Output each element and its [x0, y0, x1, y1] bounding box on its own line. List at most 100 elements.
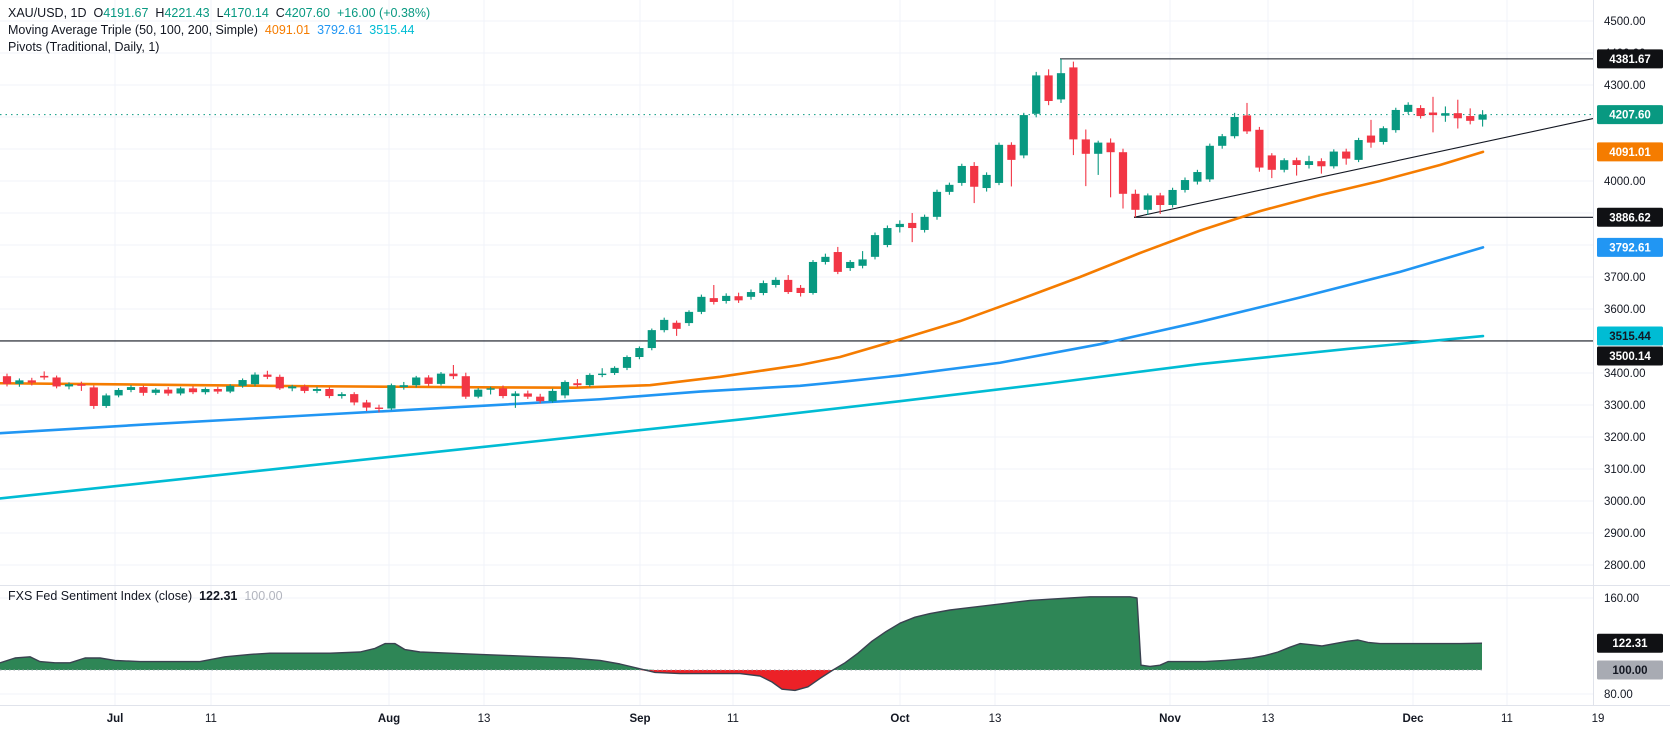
candle-body	[399, 385, 408, 388]
sentiment-fill-positive	[0, 596, 1482, 670]
svg-text:Nov: Nov	[1159, 713, 1181, 725]
candle-body	[486, 388, 495, 390]
candle-body	[1180, 180, 1190, 190]
candle-body	[759, 283, 768, 293]
candle-body	[1317, 161, 1326, 167]
candle-body	[1032, 75, 1041, 114]
candle-body	[957, 165, 966, 183]
candle-body	[858, 259, 867, 266]
candle-body	[1366, 135, 1376, 143]
candle-body	[424, 377, 433, 384]
ma100-value: 3792.61	[317, 23, 363, 37]
candle-body	[1453, 113, 1462, 119]
open-value: 4191.67	[103, 6, 149, 20]
candle-body	[1131, 193, 1140, 210]
candle-body	[1292, 160, 1301, 165]
candle-body	[362, 402, 371, 408]
price-scale[interactable]: 4500.004400.004300.004200.004100.004000.…	[1597, 16, 1663, 701]
sentiment-label[interactable]: FXS Fed Sentiment Index (close)	[8, 589, 193, 603]
candle-body	[536, 396, 545, 402]
price-badge	[1597, 105, 1663, 125]
price-badge	[1597, 346, 1663, 366]
candle-body	[548, 390, 557, 402]
candle-body	[610, 367, 619, 373]
candle-body	[40, 375, 49, 378]
candle-body	[176, 388, 185, 394]
candle-body	[598, 373, 607, 376]
candle-body	[89, 387, 98, 406]
candle-body	[1379, 128, 1388, 142]
candle-body	[1094, 142, 1103, 154]
candle-body	[1118, 152, 1128, 194]
candle-body	[1342, 151, 1351, 159]
svg-text:13: 13	[1262, 713, 1275, 725]
svg-text:19: 19	[1592, 713, 1605, 725]
candle-body	[151, 389, 160, 393]
svg-text:4207.60: 4207.60	[1609, 110, 1651, 122]
candle-body	[1280, 160, 1289, 170]
svg-text:4000.00: 4000.00	[1604, 176, 1646, 188]
candle-body	[288, 386, 297, 389]
candle-body	[709, 298, 718, 302]
candle-body	[436, 373, 446, 384]
svg-text:Jul: Jul	[107, 713, 124, 725]
candle-body	[1044, 75, 1053, 101]
svg-text:4300.00: 4300.00	[1604, 80, 1646, 92]
candle-body	[226, 385, 235, 392]
candle-body	[1156, 195, 1165, 205]
svg-text:3700.00: 3700.00	[1604, 272, 1646, 284]
candle-body	[734, 296, 743, 301]
sentiment-value: 122.31	[199, 589, 238, 603]
candle-body	[201, 389, 210, 393]
candle-body	[1230, 117, 1239, 137]
candle-body	[870, 235, 880, 257]
sentiment-badge	[1597, 633, 1663, 653]
candle-body	[1081, 139, 1090, 154]
candle-body	[808, 261, 818, 293]
svg-text:3500.14: 3500.14	[1609, 351, 1651, 363]
candle-body	[1391, 109, 1400, 131]
sentiment-legend: FXS Fed Sentiment Index (close) 122.31 100…	[8, 589, 283, 603]
trend-line	[1133, 118, 1594, 218]
open-label: O	[93, 6, 104, 20]
svg-text:3200.00: 3200.00	[1604, 432, 1646, 444]
pivots-indicator-label[interactable]: Pivots (Traditional, Daily, 1)	[8, 40, 160, 54]
candle-body	[474, 389, 483, 397]
svg-text:Dec: Dec	[1402, 713, 1424, 725]
candle-body	[139, 387, 148, 393]
candle-body	[1106, 142, 1115, 153]
svg-text:Sep: Sep	[629, 713, 650, 725]
candle-body	[1242, 115, 1252, 132]
candle-body	[337, 394, 346, 397]
candle-body	[1466, 116, 1475, 121]
time-axis[interactable]: Jul 11 Aug 13 Sep 11 Oct 13 Nov 13 Dec 11 19	[107, 713, 1605, 725]
candle-body	[77, 384, 86, 386]
pivot-lines	[0, 58, 1593, 342]
symbol-row: XAU/USD, 1D O4191.67 H4221.43 L4170.14 C4207…	[8, 5, 430, 22]
ma-line-50	[0, 150, 1485, 390]
ma50-value: 4091.01	[264, 23, 311, 37]
ma-indicator-label[interactable]: Moving Average Triple (50, 100, 200, Sim…	[8, 23, 258, 37]
candle-body	[188, 388, 198, 393]
svg-text:2800.00: 2800.00	[1604, 560, 1646, 572]
candle-body	[1404, 104, 1413, 112]
candle-body	[114, 389, 123, 396]
candle-body	[1007, 144, 1016, 160]
svg-text:2900.00: 2900.00	[1604, 528, 1646, 540]
candle-body	[833, 252, 842, 272]
price-badge	[1597, 49, 1663, 69]
candle-body	[412, 377, 421, 386]
candle-body	[238, 380, 247, 386]
high-value: 4221.43	[164, 6, 210, 20]
candle-body	[52, 377, 61, 387]
sentiment-area	[0, 596, 1483, 692]
candle-body	[300, 386, 309, 391]
candle-body	[1143, 195, 1152, 210]
change-value: +16.00 (+0.38%)	[337, 6, 431, 20]
svg-text:4091.01: 4091.01	[1609, 147, 1651, 159]
candle-body	[374, 407, 384, 409]
candle-body	[164, 389, 173, 394]
main-legend: XAU/USD, 1D O4191.67 H4221.43 L4170.14 C4207…	[8, 5, 430, 56]
candle-body	[883, 228, 892, 245]
